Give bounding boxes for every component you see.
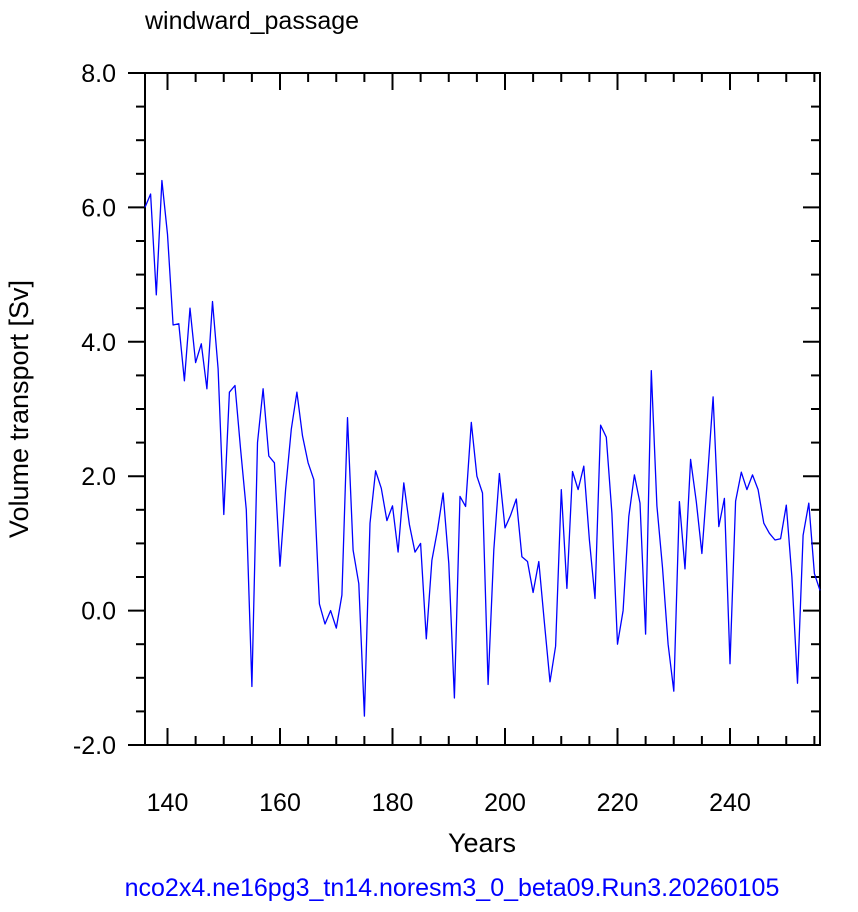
y-tick-labels: -2.0 0.0 2.0 4.0 6.0 8.0 [73, 60, 116, 760]
plot-frame [144, 72, 821, 746]
x-tick-label: 200 [484, 789, 526, 817]
x-tick-label: 160 [259, 789, 301, 817]
y-axis-title: Volume transport [Sv] [4, 280, 34, 538]
y-tick-label: 0.0 [81, 598, 116, 626]
footer-caption: nco2x4.ne16pg3_tn14.noresm3_0_beta09.Run… [125, 874, 780, 902]
series-line [144, 179, 821, 717]
x-axis-title: Years [448, 828, 516, 858]
y-tick-label: 4.0 [81, 329, 116, 357]
y-tick-label: 2.0 [81, 463, 116, 491]
chart-title: windward_passage [144, 7, 359, 35]
x-tick-label: 140 [147, 789, 189, 817]
axis-ticks [128, 72, 820, 746]
x-tick-labels: 140 160 180 200 220 240 [147, 789, 751, 817]
y-tick-label: 8.0 [81, 60, 116, 88]
x-tick-label: 240 [709, 789, 751, 817]
x-tick-label: 180 [372, 789, 414, 817]
y-tick-label: 6.0 [81, 194, 116, 222]
x-tick-label: 220 [597, 789, 639, 817]
data-points [144, 180, 821, 718]
y-tick-label: -2.0 [73, 732, 116, 760]
